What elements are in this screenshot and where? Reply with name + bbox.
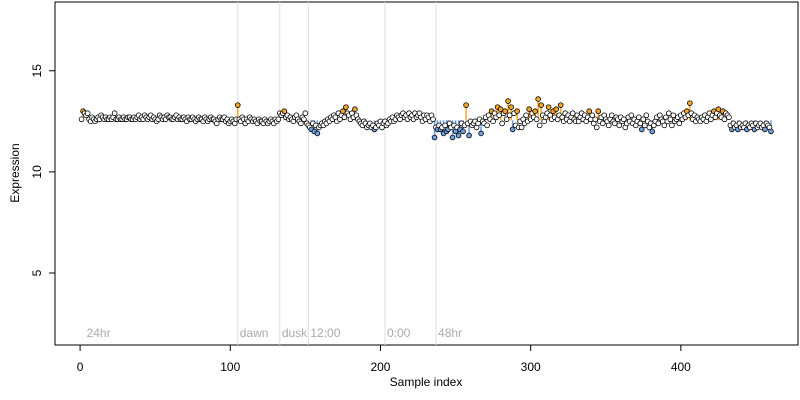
data-point — [430, 116, 436, 123]
data-point — [532, 108, 538, 115]
annotation: 12:00 — [310, 326, 340, 340]
annotation: 48hr — [438, 326, 462, 340]
data-point — [715, 106, 722, 112]
data-point — [442, 122, 448, 129]
data-point — [314, 130, 321, 137]
data-point — [536, 122, 543, 129]
data-point — [514, 108, 520, 115]
data-point — [343, 104, 349, 110]
data-point — [449, 134, 456, 141]
data-point — [649, 128, 656, 135]
data-point — [569, 110, 576, 117]
data-point — [666, 110, 672, 117]
data-point — [496, 112, 502, 119]
data-point — [620, 116, 627, 123]
data-point — [586, 108, 593, 115]
annotation: dawn — [240, 326, 269, 340]
data-point — [298, 120, 304, 127]
data-point — [637, 120, 644, 127]
x-tick-label: 400 — [671, 360, 691, 374]
data-point — [503, 116, 510, 123]
data-point — [669, 122, 675, 129]
data-point — [726, 114, 732, 121]
x-axis-label: Sample index — [390, 375, 463, 389]
data-point — [553, 106, 559, 112]
data-point — [605, 122, 612, 129]
data-point — [589, 112, 596, 119]
data-point — [611, 120, 618, 127]
data-point — [608, 112, 615, 119]
data-point — [639, 126, 645, 133]
data-point — [616, 122, 623, 129]
y-tick-label: 15 — [30, 64, 44, 78]
data-point — [670, 112, 677, 119]
data-point — [676, 120, 683, 127]
data-point — [538, 102, 544, 108]
y-axis-label: Expression — [8, 143, 22, 202]
data-point — [655, 120, 662, 127]
data-point — [281, 108, 288, 115]
data-point — [505, 98, 511, 104]
data-point — [341, 114, 348, 121]
x-tick-label: 200 — [370, 360, 390, 374]
annotation: 0:00 — [387, 326, 411, 340]
data-point — [595, 108, 602, 115]
data-point — [497, 106, 504, 112]
data-point — [301, 116, 307, 123]
data-point — [499, 120, 505, 127]
data-point — [545, 104, 552, 110]
data-point — [455, 132, 462, 139]
data-point — [506, 112, 513, 119]
data-point — [535, 96, 541, 102]
data-point — [628, 112, 635, 119]
data-point — [352, 106, 358, 112]
data-point — [275, 116, 282, 123]
data-point — [509, 126, 516, 133]
data-point — [643, 112, 650, 119]
data-point — [526, 106, 532, 112]
data-point — [762, 126, 768, 133]
data-point — [340, 108, 346, 115]
data-point — [78, 116, 85, 123]
data-point — [640, 116, 647, 123]
data-point — [593, 124, 600, 131]
x-tick-label: 100 — [220, 360, 240, 374]
data-point — [302, 110, 309, 117]
data-point — [592, 116, 599, 123]
data-point — [599, 120, 606, 127]
data-point — [460, 128, 466, 135]
data-point — [466, 132, 472, 139]
data-point — [84, 110, 91, 117]
data-point — [484, 122, 490, 129]
data-point — [431, 134, 438, 141]
x-tick-label: 300 — [521, 360, 541, 374]
data-point — [768, 128, 774, 135]
data-point — [518, 124, 525, 131]
data-point — [478, 130, 484, 137]
y-tick-label: 10 — [30, 165, 44, 179]
data-point — [508, 104, 514, 110]
x-tick-label: 0 — [77, 360, 84, 374]
data-point — [533, 116, 540, 123]
data-point — [523, 112, 529, 119]
data-point — [111, 110, 118, 117]
data-point — [234, 102, 241, 108]
plot-frame — [54, 1, 799, 346]
data-point — [721, 116, 728, 123]
data-point — [687, 100, 693, 106]
data-point — [490, 118, 496, 125]
annotation: dusk — [282, 326, 308, 340]
data-point — [463, 102, 469, 108]
annotation: 24hr — [87, 326, 111, 340]
data-point — [642, 122, 648, 129]
data-point — [635, 114, 642, 121]
data-point — [661, 122, 668, 129]
data-point — [557, 102, 564, 108]
data-point — [667, 116, 674, 123]
data-point — [502, 108, 508, 115]
y-tick-label: 5 — [30, 269, 44, 276]
